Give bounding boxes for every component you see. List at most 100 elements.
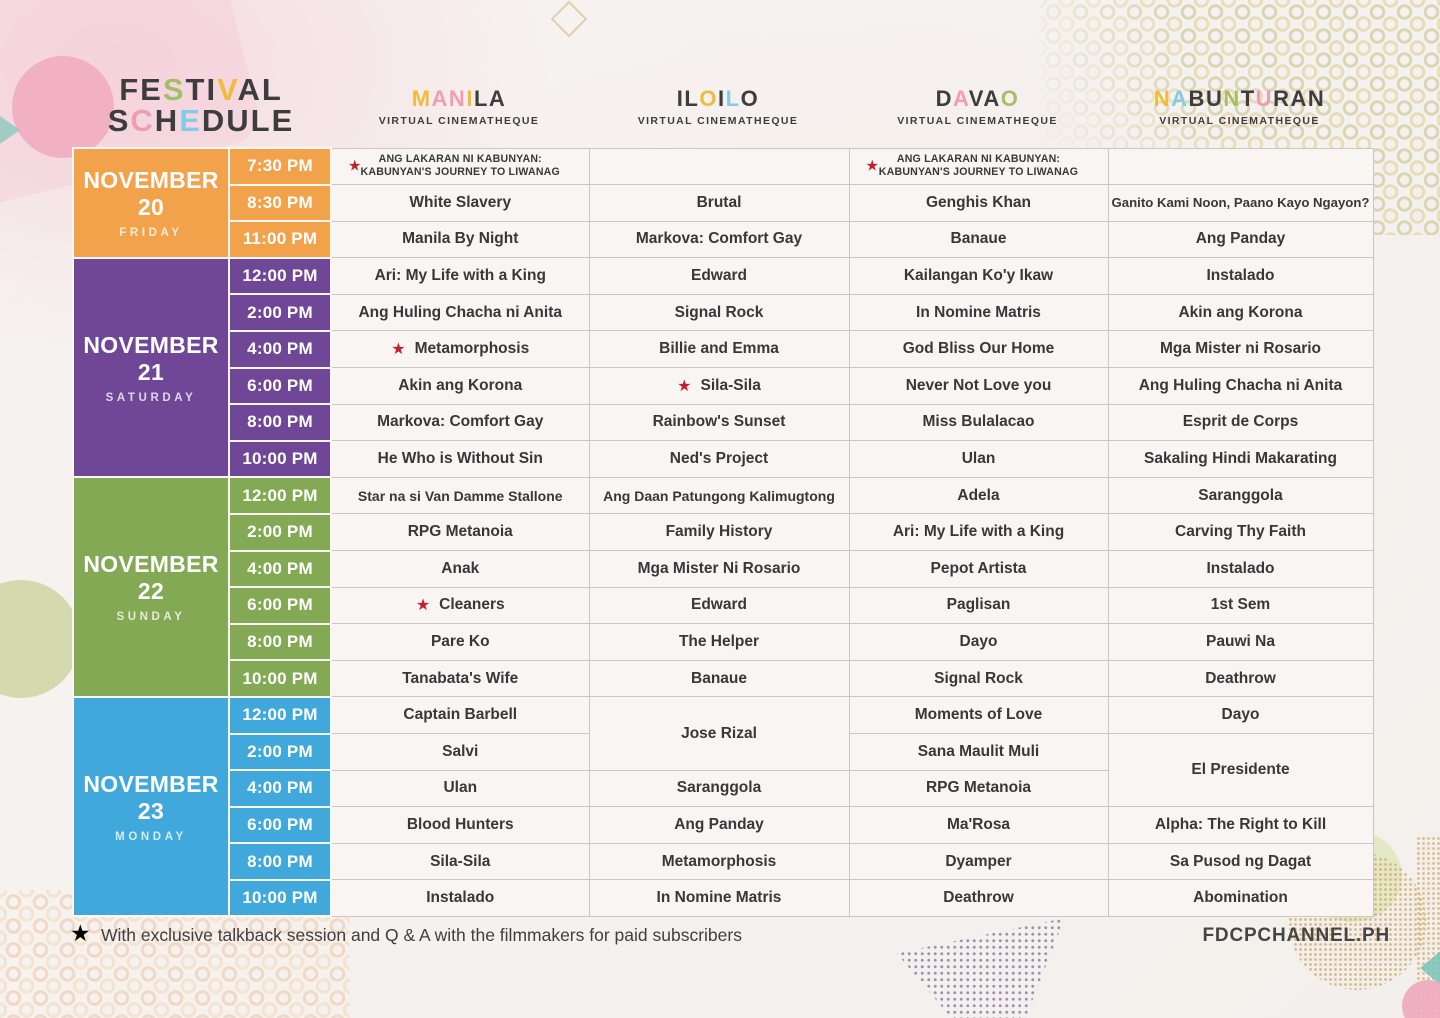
movie-cell: Akin ang Korona	[1107, 293, 1374, 332]
movie-cell: Brutal	[588, 184, 850, 222]
time-cell: 10:00 PM	[228, 439, 332, 479]
movie-title: Mga Mister ni Rosario	[1159, 340, 1322, 358]
date-cell: NOVEMBER 23 MONDAY	[72, 695, 230, 918]
movie-cell: ★ ANG LAKARAN NI KABUNYAN: KABUNYAN'S JOU…	[848, 147, 1109, 186]
movie-title: Paglisan	[946, 596, 1011, 614]
movie-cell: Mga Mister Ni Rosario	[588, 550, 850, 588]
empty-cell	[588, 147, 850, 186]
movie-title: God Bliss Our Home	[902, 340, 1055, 358]
movie-cell: White Slavery	[330, 184, 590, 222]
movie-cell: Miss Bulalacao	[848, 403, 1109, 442]
movie-title: ANG LAKARAN NI KABUNYAN: KABUNYAN'S JOUR…	[360, 152, 560, 179]
movie-title: Markova: Comfort Gay	[635, 230, 803, 248]
movie-cell: Pepot Artista	[848, 550, 1109, 588]
corner-pink-circle-decoration	[1402, 980, 1440, 1018]
movie-title: Signal Rock	[934, 669, 1023, 687]
movie-title: Carving Thy Faith	[1175, 523, 1306, 541]
colored-letter: O	[740, 86, 760, 111]
green-circle-decoration	[0, 580, 80, 698]
movie-title: Abomination	[1193, 889, 1288, 907]
time-cell: 8:30 PM	[228, 183, 332, 223]
colored-letter: L	[684, 86, 700, 111]
colored-letter: B	[1188, 86, 1206, 111]
movie-title: Edward	[691, 267, 747, 285]
colored-letter: A	[431, 86, 449, 111]
movie-cell: ★ Cleaners	[330, 586, 590, 625]
movie-cell: Edward	[588, 257, 850, 295]
movie-cell: Blood Hunters	[330, 806, 590, 844]
movie-cell: Captain Barbell	[330, 696, 590, 734]
movie-title: Signal Rock	[674, 303, 764, 321]
movie-cell: Signal Rock	[848, 659, 1109, 698]
colored-letter: L	[473, 86, 489, 111]
movie-title: Pepot Artista	[930, 559, 1027, 577]
movie-title: Metamorphosis	[414, 340, 530, 358]
talkback-star-icon: ★	[415, 597, 431, 615]
column-name-davao: DAVAO	[848, 88, 1107, 110]
colored-letter: V	[968, 86, 984, 111]
movie-title: White Slavery	[409, 193, 512, 211]
movie-cell: Alpha: The Right to Kill	[1107, 806, 1374, 844]
time-cell: 4:00 PM	[228, 769, 332, 808]
movie-title: Instalado	[426, 889, 495, 907]
movie-title: Miss Bulalacao	[922, 413, 1035, 431]
movie-cell: Paglisan	[848, 586, 1109, 625]
movie-cell: Kailangan Ko'y Ikaw	[848, 257, 1109, 295]
movie-title: Pare Ko	[430, 633, 490, 651]
movie-cell: Saranggola	[1107, 476, 1374, 515]
time-cell: 2:00 PM	[228, 732, 332, 772]
colored-letter: H	[154, 103, 180, 138]
movie-title: The Helper	[678, 633, 760, 651]
movie-cell: Ari: My Life with a King	[848, 513, 1109, 552]
movie-cell: Anak	[330, 550, 590, 588]
movie-cell: Saranggola	[588, 769, 850, 808]
colored-letter: T	[1240, 86, 1256, 111]
time-cell: 7:30 PM	[228, 147, 332, 186]
movie-cell: Jose Rizal	[588, 696, 850, 771]
time-cell: 6:00 PM	[228, 805, 332, 845]
movie-cell: Adela	[848, 476, 1109, 515]
column-subtitle: VIRTUAL CINEMATHEQUE	[897, 115, 1058, 127]
movie-cell: Rainbow's Sunset	[588, 403, 850, 442]
movie-cell: Ang Daan Patungong Kalimugtong	[588, 476, 850, 515]
time-cell: 10:00 PM	[228, 878, 332, 918]
movie-title: Ulan	[443, 779, 478, 797]
movie-cell: Ang Panday	[1107, 220, 1374, 259]
movie-cell: Carving Thy Faith	[1107, 513, 1374, 552]
colored-letter: D	[935, 86, 954, 111]
column-subtitle: VIRTUAL CINEMATHEQUE	[1159, 115, 1320, 127]
movie-cell: Edward	[588, 586, 850, 625]
movie-title: Billie and Emma	[659, 340, 779, 358]
weekday-label: SUNDAY	[116, 611, 186, 624]
movie-cell: Dayo	[848, 623, 1109, 661]
page-title-line-1: FESTIVAL	[72, 74, 330, 105]
movie-title: Metamorphosis	[661, 852, 777, 870]
time-cell: 10:00 PM	[228, 659, 332, 698]
movie-cell: ★ Metamorphosis	[330, 330, 590, 369]
movie-cell: Sakaling Hindi Makarating	[1107, 440, 1374, 478]
movie-cell: Family History	[588, 513, 850, 552]
movie-cell: God Bliss Our Home	[848, 330, 1109, 369]
colored-letter: N	[1223, 86, 1241, 111]
movie-title: RPG Metanoia	[925, 779, 1032, 797]
colored-letter: F	[119, 72, 141, 107]
movie-title: Pauwi Na	[1206, 633, 1275, 651]
cinematheque-column-headers: MANILA VIRTUAL CINEMATHEQUE ILOILO VIRTU…	[330, 86, 1372, 128]
diamond-outline-decoration	[550, 0, 588, 38]
movie-cell: Markova: Comfort Gay	[330, 403, 590, 442]
weekday-label: SATURDAY	[105, 391, 197, 404]
movie-title: In Nomine Matris	[656, 889, 782, 907]
colored-letter: U	[1205, 86, 1224, 111]
movie-cell: Ganito Kami Noon, Paano Kayo Ngayon?	[1107, 184, 1374, 222]
movie-cell: Salvi	[330, 733, 590, 771]
movie-cell: Deathrow	[1107, 659, 1374, 698]
colored-letter: M	[411, 86, 432, 111]
movie-cell: Never Not Love you	[848, 367, 1109, 405]
colored-letter: I	[718, 86, 726, 111]
movie-cell: Ari: My Life with a King	[330, 257, 590, 295]
movie-title: Ang Huling Chacha ni Anita	[358, 303, 562, 321]
movie-title: Sakaling Hindi Makarating	[1144, 450, 1337, 468]
movie-title: Never Not Love you	[905, 376, 1052, 394]
column-subtitle: VIRTUAL CINEMATHEQUE	[637, 115, 799, 127]
movie-cell: Sila-Sila	[330, 842, 590, 881]
